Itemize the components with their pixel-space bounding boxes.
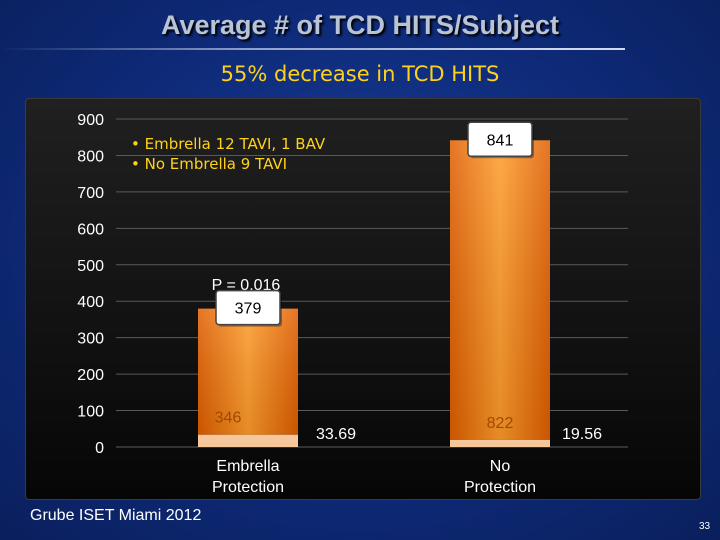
chart-note-1: • Embrella 12 TAVI, 1 BAV xyxy=(131,135,326,153)
slide-title: Average # of TCD HITS/Subject xyxy=(160,10,560,40)
bar-segment-base-2 xyxy=(450,439,550,447)
y-tick-label-0: 0 xyxy=(95,440,104,457)
chart-note-2: • No Embrella 9 TAVI xyxy=(131,155,287,173)
bar-chart: 0 100 200 300 400 500 600 700 800 900 • Embrella 1… xyxy=(77,112,628,496)
y-tick-label-700: 700 xyxy=(77,185,104,202)
y-tick-label-600: 600 xyxy=(77,221,104,238)
y-tick-label-800: 800 xyxy=(77,148,104,165)
category-label-1-line-1: Embrella xyxy=(216,458,279,475)
bar-value-label-1: 346 xyxy=(215,410,242,427)
chart-panel: 0 100 200 300 400 500 600 700 800 900 • Embrella 1… xyxy=(25,98,701,500)
page-number: 33 xyxy=(699,521,711,532)
y-tick-label-900: 900 xyxy=(77,112,104,129)
y-tick-label-300: 300 xyxy=(77,331,104,348)
bar-segment-shade-2 xyxy=(450,140,550,440)
base-value-label-2: 19.56 xyxy=(562,426,602,443)
total-callout-label-1: 379 xyxy=(235,301,262,318)
category-label-2-line-2: Protection xyxy=(464,479,536,496)
bar-segment-shade-1 xyxy=(198,308,298,435)
p-value-label: P = 0.016 xyxy=(212,277,281,294)
base-value-label-1: 33.69 xyxy=(316,426,356,443)
total-callout-label-2: 841 xyxy=(487,132,514,149)
y-tick-label-200: 200 xyxy=(77,367,104,384)
total-callout-1 xyxy=(215,289,281,326)
bar-segment-base-1 xyxy=(198,434,298,447)
title-divider xyxy=(0,48,625,50)
y-tick-label-100: 100 xyxy=(77,404,104,421)
source-credit: Grube ISET Miami 2012 xyxy=(30,507,202,524)
slide-subtitle: 55% decrease in TCD HITS xyxy=(220,62,500,86)
y-tick-label-500: 500 xyxy=(77,258,104,275)
bar-value-label-2: 822 xyxy=(487,415,514,432)
category-label-1-line-2: Protection xyxy=(212,479,284,496)
total-callout-2 xyxy=(467,121,533,158)
y-tick-label-400: 400 xyxy=(77,294,104,311)
category-label-2-line-1: No xyxy=(490,458,511,475)
